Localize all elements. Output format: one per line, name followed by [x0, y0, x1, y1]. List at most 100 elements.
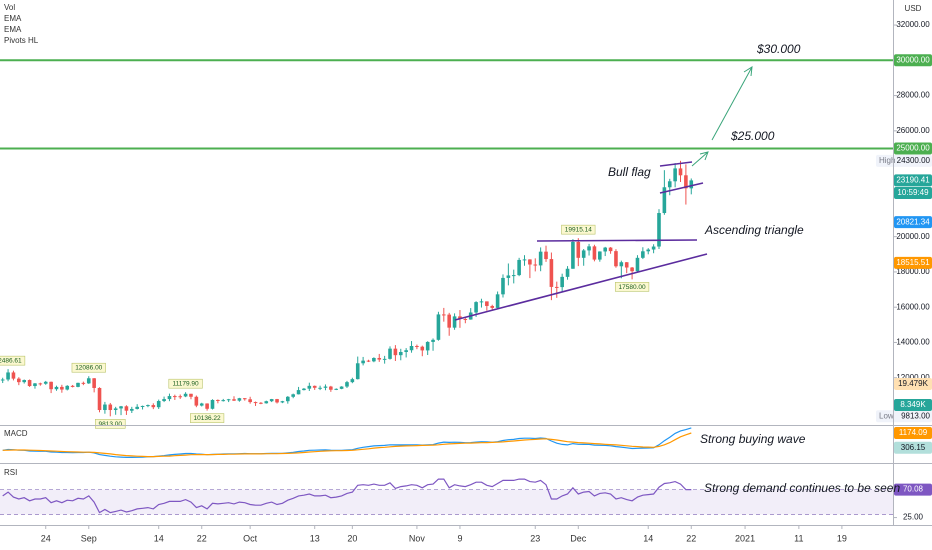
ema-label: 20821.34	[896, 217, 930, 226]
candle-body	[398, 351, 403, 356]
candle-body	[549, 259, 554, 287]
candle-body	[355, 363, 360, 380]
candle-body	[657, 213, 661, 247]
candle-body	[33, 383, 37, 387]
legend-item: EMA	[4, 14, 22, 23]
pivot-box	[95, 419, 126, 429]
candle-body	[603, 247, 607, 252]
candle-body	[60, 386, 64, 390]
candle-body	[485, 301, 489, 306]
candle-body	[560, 276, 564, 288]
pivot-label: 12086.00	[75, 365, 102, 372]
candle-body	[382, 358, 387, 360]
candle-body	[0, 379, 5, 381]
x-tick-label: 19	[837, 533, 847, 543]
candle-body	[6, 372, 10, 380]
x-tick-label: 14	[643, 533, 653, 543]
indicator-line	[2, 478, 692, 514]
candle-body	[544, 251, 548, 260]
pivot-box	[190, 413, 225, 423]
candle-body	[619, 262, 624, 267]
candle-body	[350, 379, 355, 383]
low-name: Low	[879, 411, 894, 420]
candle-body	[124, 406, 129, 411]
candle-body	[264, 401, 269, 404]
level-label: 30000.00	[896, 55, 930, 64]
legend-item: EMA	[4, 25, 22, 34]
candle-body	[296, 390, 301, 395]
candle-body	[54, 386, 59, 390]
arrow	[711, 66, 753, 141]
candle-body	[302, 388, 306, 391]
candle-body	[420, 346, 425, 351]
indicator-line	[2, 432, 692, 458]
candle-body	[70, 385, 75, 387]
candle-body	[92, 378, 96, 388]
y-tick-label: 26000.00	[896, 126, 930, 135]
marks: 12000.00 14000.00 16000.00 18000.00 20000.00…	[0, 20, 932, 543]
pivot-label: 19915.14	[565, 227, 592, 234]
candle-body	[221, 400, 226, 402]
x-tick-label: 2021	[735, 533, 755, 543]
candle-body	[366, 360, 371, 362]
candle-body	[11, 372, 16, 379]
countdown-box	[894, 187, 932, 199]
indicator-value-box	[894, 441, 932, 454]
candle-body	[108, 404, 113, 411]
candle-body	[641, 251, 645, 258]
triangle-top	[536, 239, 698, 242]
candle-body	[27, 380, 32, 387]
volume-ma-box	[894, 378, 932, 390]
candle-body	[528, 259, 532, 265]
pivot-label: 9813.00	[99, 421, 123, 428]
indicator-value: 70.08	[903, 485, 924, 494]
volume-box	[894, 399, 932, 411]
candle-body	[291, 394, 295, 397]
high-name: High	[879, 156, 895, 165]
candle-body	[242, 398, 247, 400]
x-tick-label: 14	[154, 533, 164, 543]
y-tick-label: 16000.00	[896, 302, 930, 311]
low-box	[876, 410, 932, 423]
candle-body	[339, 386, 344, 389]
x-tick-label: 9	[457, 533, 462, 543]
candle-body	[237, 398, 242, 401]
annotation: Strong demand continues to be seen	[704, 481, 900, 495]
candle-body	[651, 246, 656, 250]
candle-body	[678, 168, 683, 176]
candle-body	[194, 396, 199, 406]
candle-body	[286, 396, 290, 402]
candle-body	[538, 251, 543, 266]
candle-body	[442, 314, 446, 316]
candle-body	[183, 393, 188, 397]
volume-label: 8.349K	[900, 400, 926, 409]
candle-body	[226, 399, 231, 401]
y-tick-label: 14000.00	[896, 338, 930, 347]
x-tick-label: 24	[41, 533, 51, 543]
last-price-box	[894, 174, 932, 187]
candle-body	[436, 314, 441, 340]
candle-body	[511, 275, 516, 277]
indicator-value: 1174.09	[899, 428, 928, 437]
panel-title: MACD	[4, 429, 28, 438]
triangle-bottom	[454, 253, 708, 321]
pivot-label: 10136.22	[194, 415, 221, 422]
y-tick-label: 12000.00	[896, 373, 930, 382]
annotation: $25.000	[730, 129, 775, 143]
pivot-box	[71, 362, 106, 373]
candle-body	[646, 249, 651, 252]
candle-body	[673, 168, 677, 182]
candle-body	[17, 378, 21, 383]
x-tick-label: Nov	[409, 533, 426, 543]
annotation: Bull flag	[608, 165, 651, 179]
candle-body	[210, 399, 215, 409]
candle-body	[479, 301, 484, 303]
candle-body	[388, 348, 392, 359]
ema-label-box	[894, 256, 932, 269]
candle-body	[581, 250, 586, 258]
last-price: 23190.41	[896, 176, 930, 185]
candle-body	[65, 385, 70, 390]
candle-body	[533, 264, 538, 266]
high-box	[876, 154, 932, 167]
